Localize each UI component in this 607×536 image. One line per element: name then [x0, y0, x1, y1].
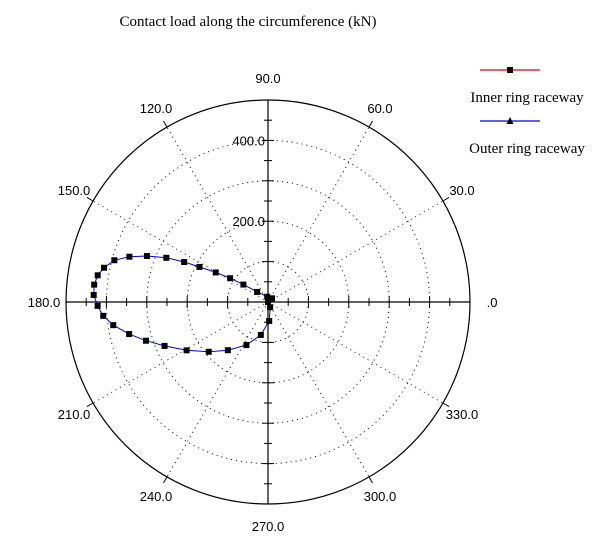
rim-tick [163, 120, 168, 128]
rim-tick [368, 476, 373, 484]
data-point [163, 254, 170, 261]
grid-spoke-120 [166, 126, 269, 303]
angle-tick-label: 300.0 [364, 489, 397, 504]
rim-tick [163, 476, 168, 484]
data-point [101, 264, 108, 271]
data-point [264, 293, 271, 300]
grid-spoke-150 [92, 200, 269, 303]
angle-tick-label: 90.0 [255, 71, 280, 86]
grid-spoke-30 [267, 200, 444, 303]
legend: Inner ring raceway Outer ring raceway [469, 67, 585, 157]
grid-spoke-210 [92, 301, 269, 404]
data-point [240, 281, 247, 288]
data-point [243, 342, 250, 349]
data-point [110, 322, 117, 329]
chart-title: Contact load along the circumference (kN… [120, 14, 377, 30]
data-point [267, 304, 274, 311]
grid-spoke-60 [267, 126, 370, 303]
rim-tick [442, 402, 450, 407]
angle-tick-labels: 90.0 120.0 60.0 150.0 30.0 180.0 .0 210.0 330.0 2… [28, 71, 498, 534]
angle-tick-label: 120.0 [140, 101, 173, 116]
angle-tick-label: 60.0 [367, 101, 392, 116]
angle-tick-label: 150.0 [58, 183, 91, 198]
data-point [142, 337, 149, 344]
legend-label-inner: Inner ring raceway [470, 90, 584, 106]
grid-spoke-300 [267, 301, 370, 478]
angle-tick-label: 210.0 [58, 407, 91, 422]
data-point [205, 348, 212, 355]
angle-tick-label: 240.0 [140, 489, 173, 504]
data-point [266, 318, 273, 325]
data-point [90, 291, 97, 298]
legend-marker-triangle [506, 117, 514, 124]
data-point [126, 253, 133, 260]
data-point [143, 253, 150, 260]
radial-tick-labels: 400.0 200.0 [232, 133, 265, 229]
angle-tick-label: 30.0 [449, 183, 474, 198]
data-point [100, 312, 107, 319]
data-point [94, 302, 101, 309]
data-point [269, 295, 276, 302]
data-point [161, 342, 168, 349]
angle-tick-label: 270.0 [252, 519, 285, 534]
data-point [91, 281, 98, 288]
legend-marker-square [507, 67, 513, 73]
data-point [265, 299, 271, 305]
rim-tick [86, 402, 94, 407]
data-point [227, 275, 234, 282]
rim-tick [442, 197, 450, 202]
data-point [212, 269, 219, 276]
data-point [181, 258, 188, 265]
angle-tick-label: .0 [487, 295, 498, 310]
data-point [196, 263, 203, 270]
grid-spoke-240 [166, 301, 269, 478]
rim-tick [368, 120, 373, 128]
data-point [224, 347, 231, 354]
radial-tick-label: 400.0 [232, 133, 265, 148]
series-line [93, 255, 273, 353]
data-point [257, 331, 264, 338]
data-point [94, 272, 101, 279]
data-point [126, 331, 133, 338]
data-series [90, 253, 276, 355]
rim-tick [86, 197, 94, 202]
angle-tick-label: 180.0 [28, 295, 61, 310]
radial-tick-label: 200.0 [232, 214, 265, 229]
grid-spoke-330 [267, 301, 444, 404]
data-point [254, 288, 261, 295]
data-point [111, 257, 118, 264]
data-point [183, 347, 190, 354]
angle-tick-label: 330.0 [446, 407, 479, 422]
legend-label-outer: Outer ring raceway [469, 141, 585, 157]
